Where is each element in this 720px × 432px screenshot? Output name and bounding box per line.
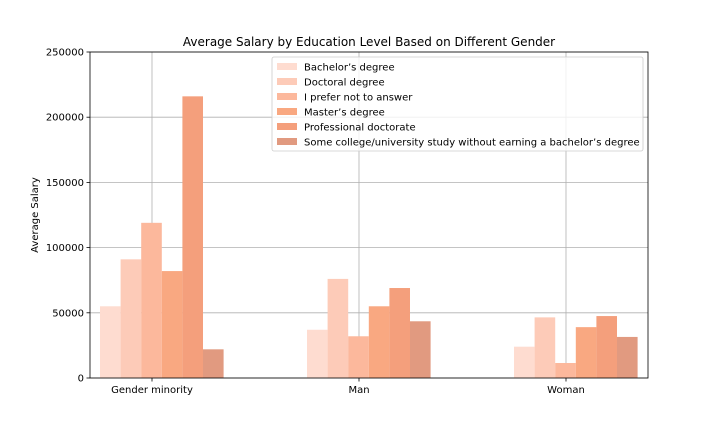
bar xyxy=(389,288,410,378)
bar xyxy=(141,222,162,378)
bar xyxy=(410,321,431,378)
y-tick-label: 150000 xyxy=(46,178,84,189)
x-tick-label: Man xyxy=(348,385,369,396)
bar xyxy=(617,336,638,378)
bar xyxy=(534,317,556,378)
bar xyxy=(596,316,617,378)
legend: Bachelor’s degree Doctoral degree I prefer… xyxy=(271,56,644,152)
bar xyxy=(307,329,328,378)
y-tick-label: 100000 xyxy=(46,243,84,254)
x-tick-label: Woman xyxy=(547,385,585,396)
y-axis-label: Average Salary xyxy=(30,177,41,253)
legend-swatch xyxy=(277,138,297,145)
bars-layer xyxy=(100,96,638,378)
chart-title: Average Salary by Education Level Based … xyxy=(183,35,555,49)
legend-label: Doctoral degree xyxy=(304,78,385,89)
bar xyxy=(100,306,121,378)
bar xyxy=(575,327,597,378)
bar xyxy=(182,96,203,378)
bar xyxy=(514,346,535,378)
y-tick-label: 50000 xyxy=(52,308,84,319)
legend-swatch xyxy=(277,108,297,115)
legend-label: Master’s degree xyxy=(304,108,385,119)
bar xyxy=(348,336,369,378)
y-tick-label: 200000 xyxy=(46,113,84,124)
legend-label: Bachelor’s degree xyxy=(304,63,395,74)
legend-label: Some college/university study without ea… xyxy=(304,138,640,149)
legend-swatch xyxy=(277,123,297,130)
y-tick-label: 250000 xyxy=(46,48,84,59)
x-tick-label: Gender minority xyxy=(111,385,193,396)
legend-swatch xyxy=(277,93,297,100)
bar xyxy=(555,363,576,378)
bar xyxy=(327,278,349,378)
ticks-layer: 0 50000 100000 150000 200000 250000 Gender min… xyxy=(46,48,585,397)
bar xyxy=(203,349,224,378)
plot-frame xyxy=(89,51,649,379)
bar xyxy=(161,271,183,378)
legend-label: I prefer not to answer xyxy=(304,93,413,104)
legend-swatch xyxy=(277,63,297,70)
legend-box xyxy=(271,56,644,152)
legend-label: Professional doctorate xyxy=(304,123,416,134)
y-tick-label: 0 xyxy=(78,374,84,385)
legend-swatch xyxy=(277,78,297,85)
bar xyxy=(120,259,142,378)
bar xyxy=(368,306,390,378)
